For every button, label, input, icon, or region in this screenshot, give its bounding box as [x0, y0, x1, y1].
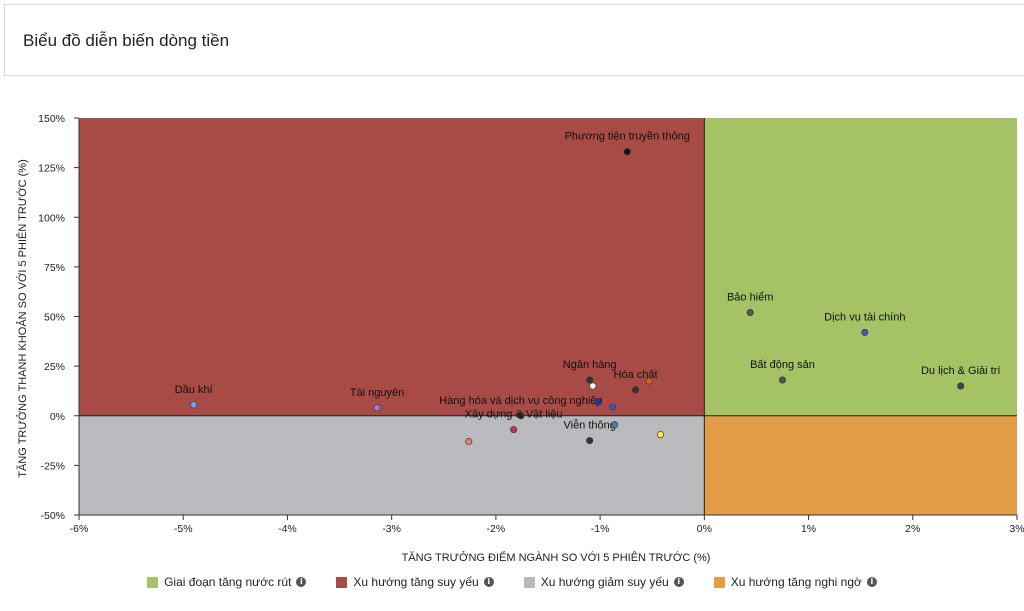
- info-icon[interactable]: i: [673, 577, 684, 587]
- chart-header: Biểu đồ diễn biến dòng tiền: [4, 4, 1024, 76]
- x-tick-label: 3%: [1009, 523, 1024, 535]
- chart-title: Biểu đồ diễn biến dòng tiền: [23, 31, 230, 50]
- data-point: [586, 376, 594, 384]
- y-tick-label: 125%: [38, 163, 65, 175]
- info-icon[interactable]: i: [866, 577, 877, 587]
- x-tick-label: -3%: [382, 523, 401, 535]
- y-tick-label: 0%: [50, 411, 65, 423]
- legend-swatch: [523, 576, 535, 588]
- data-point: [373, 404, 381, 412]
- data-point-unlabeled: [465, 438, 473, 446]
- y-tick-label: 25%: [44, 361, 65, 373]
- data-point-unlabeled: [611, 421, 619, 429]
- quadrant-0: [704, 118, 1017, 416]
- y-tick-label: 150%: [38, 113, 65, 125]
- data-point: [623, 148, 631, 156]
- data-point-label: Viễn thông: [563, 419, 615, 432]
- data-point-unlabeled: [594, 398, 602, 406]
- y-tick-label: 100%: [38, 212, 65, 224]
- legend-swatch: [713, 576, 725, 588]
- legend-label: Xu hướng tăng nghi ngờ: [730, 575, 862, 589]
- x-tick-label: -6%: [70, 523, 89, 535]
- info-icon[interactable]: i: [483, 577, 494, 587]
- data-point-label: Bất động sản: [750, 359, 815, 371]
- x-tick-label: -2%: [487, 523, 506, 535]
- data-point: [586, 437, 594, 445]
- data-point-label: Dầu khí: [175, 384, 213, 396]
- y-tick-label: -50%: [40, 510, 65, 522]
- y-tick-label: 50%: [44, 312, 65, 324]
- x-tick-label: 1%: [801, 523, 816, 535]
- data-point-label: Bảo hiểm: [727, 292, 773, 304]
- legend-label: Giai đoạn tăng nước rút: [164, 575, 292, 589]
- quadrant-3: [704, 415, 1017, 515]
- quadrant-1: [79, 118, 705, 416]
- data-point-label: Tài nguyên: [350, 387, 404, 399]
- data-point: [778, 376, 786, 384]
- data-point: [957, 382, 965, 390]
- x-axis-label: TĂNG TRƯỞNG ĐIỂM NGÀNH SO VỚI 5 PHIÊN TR…: [402, 551, 711, 564]
- legend-item[interactable]: Giai đoạn tăng nước rút i: [147, 575, 307, 589]
- data-point-label: Ngân hàng: [563, 359, 617, 371]
- data-point-unlabeled: [657, 431, 665, 439]
- legend-item[interactable]: Xu hướng giảm suy yếu i: [523, 575, 684, 589]
- legend-label: Xu hướng tăng suy yếu: [353, 575, 479, 589]
- data-point-label: Dịch vụ tài chính: [824, 311, 905, 323]
- y-tick-label: 75%: [44, 262, 65, 274]
- data-point-label: Hóa chất: [614, 369, 658, 381]
- data-point-label: Du lịch & Giải trí: [921, 365, 1000, 377]
- data-point: [746, 309, 754, 317]
- y-tick-label: -25%: [40, 460, 65, 472]
- data-point-label: Hàng hóa và dịch vụ công nghiệp: [439, 395, 602, 407]
- chart-legend: Giai đoạn tăng nước rút i Xu hướng tăng su…: [0, 573, 1024, 591]
- y-axis-label: TĂNG TRƯỞNG THANH KHOẢN SO VỚI 5 PHIÊN T…: [16, 159, 29, 477]
- x-tick-label: -5%: [174, 523, 193, 535]
- legend-label: Xu hướng giảm suy yếu: [540, 575, 669, 589]
- data-point: [861, 328, 869, 336]
- x-tick-label: 0%: [697, 523, 712, 535]
- legend-item[interactable]: Xu hướng tăng nghi ngờ i: [713, 575, 877, 589]
- quadrant-2: [79, 415, 705, 515]
- data-point: [510, 426, 518, 434]
- data-point-unlabeled: [609, 403, 617, 411]
- data-point-label: Xây dựng & Vật liệu: [465, 409, 563, 421]
- data-point-unlabeled: [589, 382, 597, 390]
- x-tick-label: -1%: [591, 523, 610, 535]
- x-tick-label: 2%: [905, 523, 920, 535]
- data-point: [190, 401, 198, 409]
- legend-swatch: [336, 576, 348, 588]
- data-point: [632, 386, 640, 394]
- info-icon[interactable]: i: [296, 577, 307, 587]
- data-point-unlabeled: [645, 377, 653, 385]
- legend-swatch: [147, 576, 159, 588]
- data-point-label: Phương tiện truyền thông: [565, 131, 690, 143]
- scatter-chart: -50% -25% 0% 25% 50% 75% 100% 125% 150% -6% -5% -4%…: [16, 113, 1024, 564]
- x-tick-label: -4%: [278, 523, 297, 535]
- data-point: [517, 412, 525, 420]
- legend-item[interactable]: Xu hướng tăng suy yếu i: [336, 575, 494, 589]
